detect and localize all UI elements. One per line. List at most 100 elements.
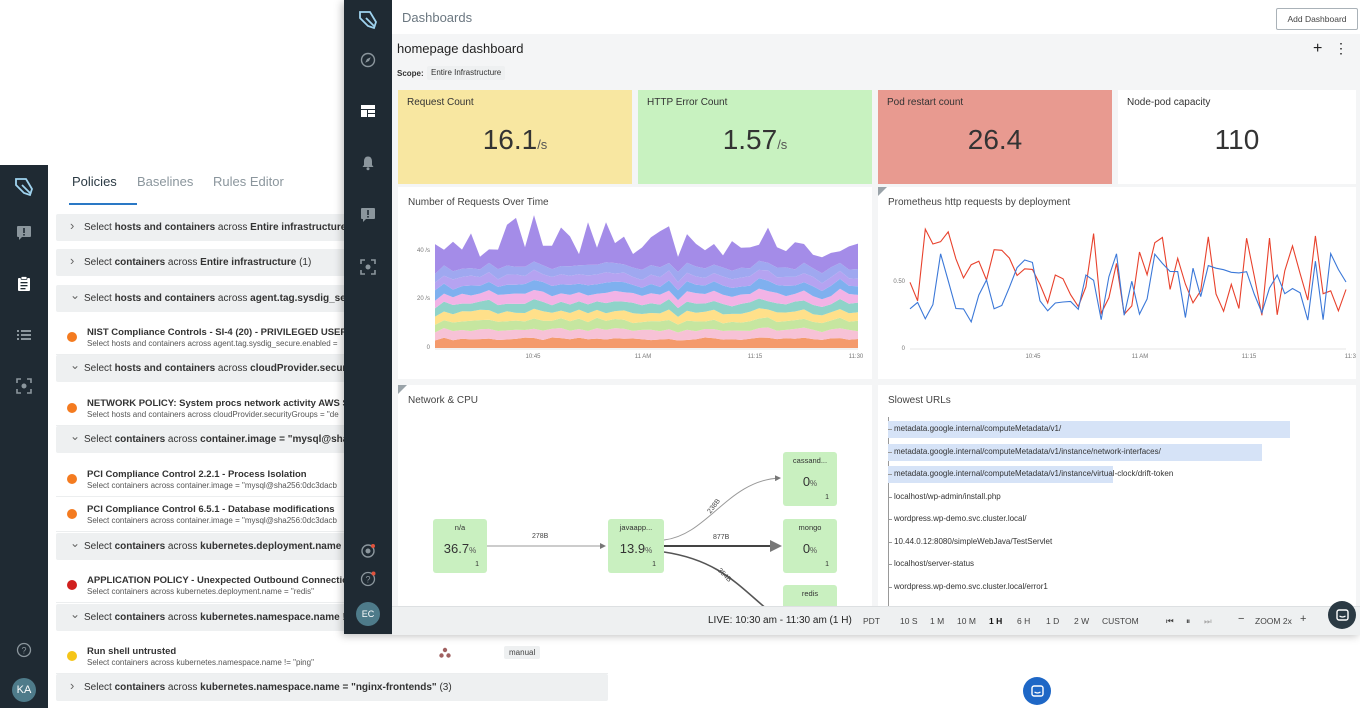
tab-baselines[interactable]: Baselines — [137, 174, 194, 189]
policy-group-row[interactable]: › Select containers across kubernetes.nam… — [56, 674, 608, 701]
range-button-1h[interactable]: 1 H — [989, 616, 1003, 626]
policy-item[interactable]: NETWORK POLICY: System procs network act… — [56, 391, 608, 426]
policy-scope: Select hosts and containers across cloud… — [87, 410, 339, 419]
policy-item[interactable]: NIST Compliance Controls - SI-4 (20) - P… — [56, 320, 608, 355]
area-series — [435, 269, 858, 291]
policy-group-label: Select containers across kubernetes.name… — [84, 612, 381, 623]
scope-value[interactable]: Entire Infrastructure — [427, 66, 506, 80]
range-button-10s[interactable]: 10 S — [900, 616, 918, 626]
chevron-right-icon[interactable]: › — [70, 678, 75, 693]
chevron-right-icon[interactable]: › — [70, 253, 75, 268]
policies-tabs: Policies Baselines Rules Editor — [48, 165, 608, 213]
chat-button[interactable] — [1023, 677, 1051, 705]
url-row[interactable]: metadata.google.internal/computeMetadata… — [888, 443, 1348, 461]
policy-item[interactable]: APPLICATION POLICY - Unexpected Outbound… — [56, 568, 608, 603]
help-icon[interactable]: ? — [0, 638, 48, 662]
chevron-down-icon[interactable]: ⌄ — [70, 536, 81, 550]
url-row[interactable]: 10.44.0.12:8080/simpleWebJava/TestServle… — [888, 534, 1348, 551]
edge-line — [663, 551, 765, 606]
add-dashboard-button[interactable]: Add Dashboard — [1276, 8, 1358, 30]
range-button-10m[interactable]: 10 M — [957, 616, 976, 626]
sysdig-logo-icon[interactable] — [0, 171, 48, 203]
network-node[interactable]: n/a 36.7% 1 — [433, 519, 487, 573]
svg-text:?: ? — [21, 646, 26, 656]
policy-item[interactable]: Run shell untrusted Select containers acr… — [56, 639, 608, 674]
help-icon[interactable]: ? — [344, 567, 392, 591]
url-row[interactable]: metadata.google.internal/computeMetadata… — [888, 466, 1348, 483]
manual-badge: manual — [504, 646, 541, 659]
events-icon[interactable] — [344, 203, 392, 227]
url-label: localhost/wp-admin/install.php — [894, 491, 1001, 501]
user-avatar[interactable]: EC — [356, 602, 380, 626]
range-button-6h[interactable]: 6 H — [1017, 616, 1031, 626]
policy-scope: Select containers across container.image… — [87, 481, 337, 490]
alerts-bell-icon[interactable] — [344, 151, 392, 175]
chat-button[interactable] — [1328, 601, 1356, 629]
user-avatar[interactable]: KA — [12, 678, 36, 702]
capture-icon[interactable] — [0, 374, 48, 398]
bar-tick — [888, 541, 892, 543]
tab-rules-editor[interactable]: Rules Editor — [213, 174, 284, 189]
x-tick-label: 10:45 — [525, 354, 541, 360]
prometheus-panel: Prometheus http requests by deployment 0… — [878, 187, 1356, 379]
number-tile[interactable]: Pod restart count 26.4 — [878, 90, 1112, 184]
policy-item[interactable]: PCI Compliance Control 6.5.1 - Database … — [56, 497, 608, 532]
y-tick-label: 0.50 — [893, 279, 905, 285]
number-tile[interactable]: Request Count 16.1/s — [398, 90, 632, 184]
policies-clipboard-icon[interactable] — [0, 272, 48, 296]
slowest-urls-panel: Slowest URLs metadata.google.internal/co… — [878, 385, 1356, 606]
range-button-custom[interactable]: CUSTOM — [1102, 616, 1139, 626]
url-row[interactable]: wordpress.wp-demo.svc.cluster.local/ — [888, 511, 1348, 528]
list-icon[interactable] — [0, 323, 48, 347]
network-node[interactable]: cassand... 0% 1 — [783, 452, 837, 506]
more-options-icon[interactable]: ⋮ — [1334, 40, 1348, 56]
url-row[interactable]: wordpress.wp-demo.svc.cluster.local/erro… — [888, 579, 1348, 596]
add-panel-plus-icon[interactable]: + — [1313, 40, 1323, 57]
chevron-down-icon[interactable]: ⌄ — [70, 607, 81, 621]
panel-title: Slowest URLs — [888, 395, 951, 406]
range-button-1m[interactable]: 1 M — [930, 616, 945, 626]
range-button-2w[interactable]: 2 W — [1074, 616, 1090, 626]
zoom-in-button[interactable]: + — [1300, 613, 1307, 625]
explore-compass-icon[interactable] — [344, 48, 392, 72]
severity-dot — [67, 651, 77, 661]
y-tick-label: 0 — [427, 345, 431, 351]
chevron-right-icon[interactable]: › — [70, 218, 75, 233]
chevron-down-icon[interactable]: ⌄ — [70, 288, 81, 302]
skip-back-icon[interactable]: ⏮ — [1166, 616, 1174, 626]
tile-value: 1.57/s — [722, 124, 788, 155]
node-value: 0% — [802, 541, 818, 556]
dashboards-sidebar: ? EC — [344, 0, 392, 634]
url-row[interactable]: localhost/server-status — [888, 556, 1348, 573]
chevron-down-icon[interactable]: ⌄ — [70, 429, 81, 443]
events-icon[interactable] — [0, 221, 48, 245]
zoom-out-button[interactable]: − — [1238, 613, 1245, 625]
tab-policies[interactable]: Policies — [72, 174, 117, 189]
kubernetes-icon — [438, 646, 452, 658]
capture-icon[interactable] — [344, 255, 392, 279]
number-tile[interactable]: HTTP Error Count 1.57/s — [638, 90, 872, 184]
dashboards-icon[interactable] — [344, 99, 392, 123]
pause-icon[interactable]: ⏸ — [1186, 616, 1191, 626]
x-tick-label: 11:30 — [1345, 354, 1356, 360]
url-row[interactable]: metadata.google.internal/computeMetadata… — [888, 421, 1348, 438]
skip-forward-icon[interactable]: ⏭ — [1204, 616, 1212, 626]
policy-item[interactable]: PCI Compliance Control 2.2.1 - Process I… — [56, 462, 608, 497]
page-title: Dashboards — [402, 10, 473, 25]
edge-line — [663, 475, 781, 541]
y-tick-label: 20 /s — [417, 296, 430, 302]
network-node[interactable]: mongo 0% 1 — [783, 519, 837, 573]
url-row[interactable]: localhost/wp-admin/install.php — [888, 489, 1348, 506]
range-button-1d[interactable]: 1 D — [1046, 616, 1060, 626]
network-node[interactable]: javaapp... 13.9% 1 — [608, 519, 664, 573]
sysdig-logo-icon[interactable] — [344, 4, 392, 36]
network-node[interactable]: redis — [783, 585, 837, 606]
integrations-icon[interactable] — [344, 539, 392, 563]
policy-title: PCI Compliance Control 2.2.1 - Process I… — [87, 469, 307, 480]
chevron-down-icon[interactable]: ⌄ — [70, 358, 81, 372]
number-tile[interactable]: Node-pod capacity 110 — [1118, 90, 1356, 184]
node-count: 1 — [825, 494, 829, 501]
x-tick-label: 11:15 — [748, 354, 763, 360]
policy-group-label: Select hosts and containers across agent… — [84, 293, 376, 304]
line-series — [909, 227, 1347, 316]
